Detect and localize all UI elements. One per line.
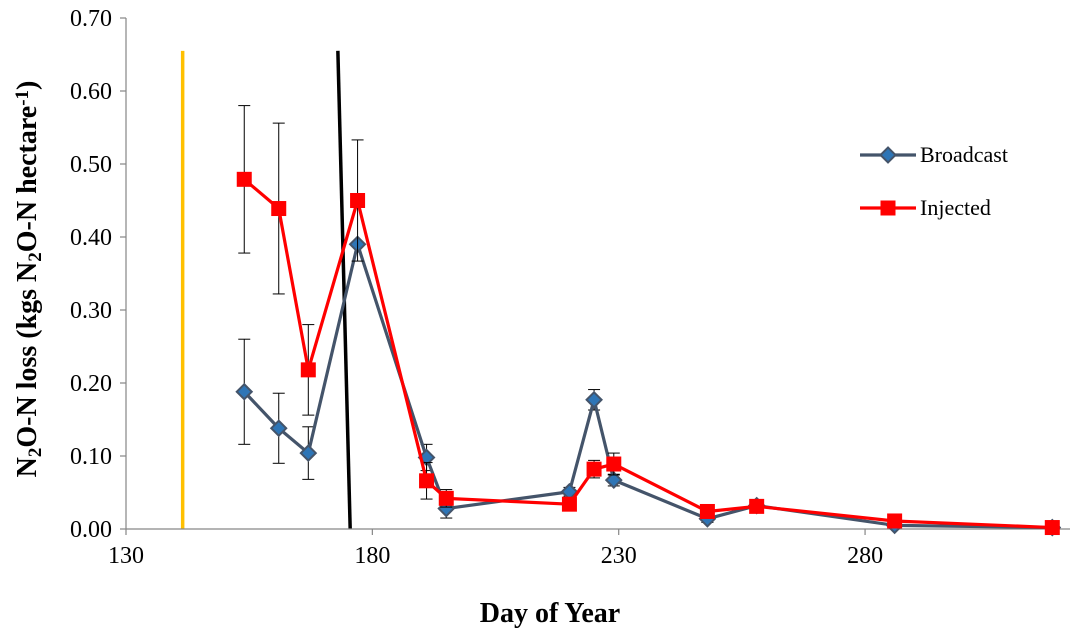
y-tick-label: 0.40 <box>70 225 112 251</box>
legend: Broadcast Injected <box>860 142 1008 220</box>
data-point-injected <box>1044 520 1060 536</box>
x-tick-label: 230 <box>601 543 637 569</box>
y-axis-title: N2O-N loss (kgs N2O-N hectare-1) <box>12 81 46 478</box>
data-point-injected <box>271 201 287 217</box>
y-tick-label: 0.60 <box>70 79 112 105</box>
reference-line-1 <box>336 50 352 530</box>
reference-lines <box>180 50 352 530</box>
y-tick-label: 0.10 <box>70 444 112 470</box>
y-axis-title-part: O-N loss (kgs N <box>12 262 43 448</box>
y-tick-label: 0.50 <box>70 152 112 178</box>
data-point-injected <box>749 498 765 514</box>
data-point-injected <box>606 456 622 472</box>
legend-item-broadcast: Broadcast <box>860 142 1008 167</box>
series-layer <box>235 105 1062 537</box>
legend-marker <box>880 200 896 216</box>
x-tick-label: 180 <box>354 543 390 569</box>
series-line-broadcast <box>243 242 1053 530</box>
y-axis-title-part: 2 <box>25 252 46 262</box>
x-tick-label: 280 <box>847 543 883 569</box>
y-axis-title-part: N <box>12 457 43 477</box>
data-point-broadcast <box>585 390 603 409</box>
data-point-injected <box>300 362 316 378</box>
data-point-injected <box>887 513 903 529</box>
axes: 0.00 0.10 0.20 0.30 0.40 0.50 0.60 0.70 130 180 23… <box>70 6 1070 569</box>
data-point-broadcast <box>235 382 254 401</box>
series-line-injected <box>243 178 1053 530</box>
y-axis-title-part: ) <box>12 81 43 90</box>
series-broadcast <box>235 235 1062 537</box>
legend-label: Injected <box>920 195 991 220</box>
y-tick-label: 0.00 <box>70 517 112 543</box>
legend-label: Broadcast <box>920 142 1008 167</box>
data-point-injected <box>236 171 252 187</box>
x-axis-title: Day of Year <box>480 598 620 629</box>
x-tick-label: 130 <box>108 543 144 569</box>
data-point-injected <box>561 496 577 512</box>
y-tick-label: 0.30 <box>70 298 112 324</box>
data-point-broadcast <box>299 444 318 462</box>
data-point-injected <box>438 490 454 506</box>
data-point-injected <box>419 473 435 489</box>
series-injected <box>236 105 1060 536</box>
data-point-injected <box>350 193 366 208</box>
data-point-broadcast <box>604 471 623 490</box>
y-axis-title-part: 2 <box>25 448 46 458</box>
y-tick-label: 0.20 <box>70 371 112 397</box>
data-point-injected <box>699 503 715 519</box>
y-axis-title-part: O-N hectare <box>12 106 43 252</box>
data-point-injected <box>586 461 602 477</box>
y-axis-title-part: -1 <box>12 90 33 106</box>
legend-marker <box>879 146 897 164</box>
legend-item-injected: Injected <box>860 195 991 220</box>
data-point-broadcast <box>269 419 288 438</box>
y-tick-label: 0.70 <box>70 6 112 32</box>
